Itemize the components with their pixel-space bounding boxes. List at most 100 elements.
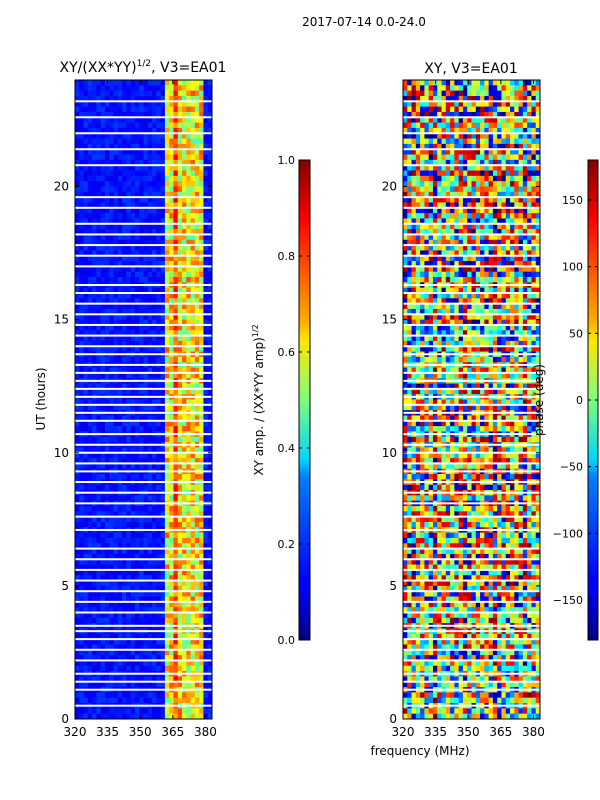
amp-cell [139,665,144,672]
amp-cell [143,319,149,326]
phase-cell [518,229,524,235]
amp-cell [134,143,140,150]
phase-cell [475,245,481,251]
amp-cell [139,340,144,347]
amp-cell [203,138,209,145]
phase-cell [415,90,421,97]
amp-cell [96,207,102,214]
amp-cell [194,223,200,230]
amp-cell [92,713,97,720]
amp-cell [190,484,196,491]
phase-cell [510,213,515,219]
amp-cell [113,564,119,571]
amp-cell [139,585,144,592]
phase-cell [458,101,464,108]
amp-cell [156,495,162,502]
amp-cell [186,186,191,193]
phase-cell [450,80,455,86]
phase-cell [403,239,408,246]
amp-cell [169,388,174,395]
amp-cell [117,261,123,267]
amp-cell [122,95,127,102]
amp-cell [83,458,89,464]
amp-cell [83,170,89,177]
phase-cell [535,138,541,145]
amp-cell [164,202,170,209]
amp-cell [147,506,153,512]
phase-cell [424,239,430,246]
amp-cell [182,372,187,379]
amp-cell [83,617,89,624]
amp-cell [147,596,153,603]
phase-cell [505,143,511,150]
phase-cell [437,245,442,251]
phase-cell [492,138,498,145]
amp-cell [139,452,144,459]
amp-cell [199,511,204,518]
amp-cell [83,559,89,565]
amp-cell [169,516,174,523]
amp-cell [87,580,93,587]
amp-cell [79,372,84,379]
amp-cell [96,474,102,480]
amp-cell [156,639,162,645]
amp-cell [92,207,97,214]
amp-cell [83,537,89,544]
amp-cell [182,165,187,171]
amp-cell [100,277,106,283]
amp-cell [182,303,187,310]
amp-cell [199,250,204,257]
amp-cell [207,367,213,374]
phase-cell [505,218,511,225]
amp-cell [122,697,127,704]
amp-cell [139,697,144,704]
phase-cell [420,106,425,113]
amp-cell [156,122,162,129]
amp-cell [190,463,196,470]
amp-cell [75,474,80,480]
amp-cell [156,90,162,97]
phase-cell [514,197,519,203]
amp-cell [79,234,84,241]
amp-cell [173,154,179,161]
phase-cell [407,101,412,108]
amp-cell [164,607,170,613]
amp-cell [96,80,102,86]
amp-cell [92,271,97,278]
phase-cell [407,122,412,129]
amp-cell [139,404,144,411]
amp-cell [122,436,127,443]
phase-cell [518,117,524,123]
amp-cell [182,255,187,262]
phase-cell [437,218,442,225]
amp-cell [169,213,174,219]
amp-cell [104,250,110,257]
amp-cell [113,553,119,560]
amp-cell [177,356,183,363]
amp-cell [92,649,97,656]
amp-cell [104,580,110,587]
amp-cell [199,697,204,704]
amp-cell [87,218,93,225]
amp-cell [139,314,144,321]
phase-cell [432,154,438,161]
phase-cell [531,213,537,219]
amp-cell [194,202,200,209]
amp-cell [203,591,209,597]
amp-cell [100,553,106,560]
amp-cell [130,218,136,225]
amp-cell [126,340,132,347]
phase-cell [450,165,455,171]
amp-cell [83,495,89,502]
amp-cell [160,649,166,656]
amp-cell [207,655,213,661]
phase-cell [475,122,481,129]
amp-cell [96,452,102,459]
amp-cell [194,649,200,656]
amp-cell [75,548,80,555]
amp-cell [134,197,140,203]
amp-cell [160,447,166,454]
phase-cell [531,138,537,145]
amp-cell [79,170,84,177]
phase-cell [467,154,472,161]
